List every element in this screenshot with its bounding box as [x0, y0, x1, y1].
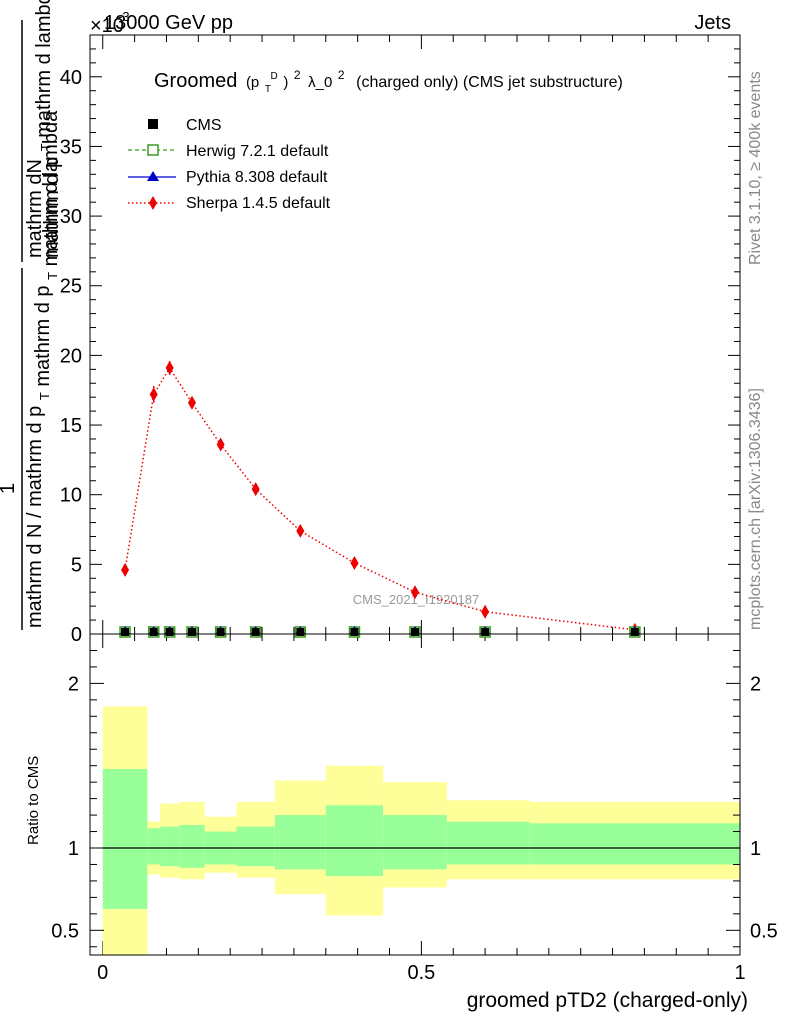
- main-y-tick-label: 25: [60, 276, 82, 298]
- cms-point: [296, 628, 305, 636]
- legend-item-cms: CMS: [148, 117, 222, 134]
- ratio-band-inner: [160, 826, 180, 867]
- ratio-y-axis-title: Ratio to CMS: [25, 756, 42, 845]
- main-y-tick-label: 5: [71, 554, 82, 576]
- cms-point: [411, 628, 419, 636]
- process-label: Jets: [694, 12, 731, 34]
- plot-title: Groomed (p T D ) 2 λ_0 2 (charged only) …: [154, 62, 623, 97]
- ylabel-denominator: mathrm d p T mathrm d lambda: [33, 0, 63, 258]
- svg-text:CMS: CMS: [186, 117, 222, 134]
- sherpa-point: [350, 555, 359, 570]
- ratio-band-inner: [446, 821, 530, 865]
- cms-point: [251, 628, 260, 636]
- main-y-axis-title: mathrm dN mathrm d p T mathrm d lambda 1…: [0, 0, 63, 630]
- sherpa-point: [216, 437, 225, 452]
- ratio-y-tick-label: 1: [68, 838, 79, 860]
- ratio-band-inner: [236, 826, 275, 867]
- ratio-y-tick-label: 2: [68, 673, 79, 695]
- cms-point: [481, 628, 490, 636]
- legend-item-sherpa: Sherpa 1.4.5 default: [128, 195, 331, 212]
- ratio-y-tick-label-right: 0.5: [750, 920, 778, 942]
- sherpa-point: [251, 482, 260, 497]
- energy-label: 13000 GeV pp: [104, 12, 233, 34]
- sherpa-point: [121, 562, 130, 577]
- main-series: [119, 360, 641, 638]
- cms-point: [149, 628, 158, 636]
- watermark: CMS_2021_I1920187: [353, 592, 480, 607]
- cms-point: [216, 628, 225, 636]
- main-y-tick-label: 40: [60, 67, 82, 89]
- x-axis-title: groomed pTD2 (charged-only): [467, 989, 748, 1012]
- ylabel-denominator-2: mathrm d N / mathrm d p T mathrm d p T m…: [24, 110, 62, 628]
- ylabel-one: 1: [0, 483, 19, 494]
- ratio-band-inner: [383, 815, 447, 870]
- x-tick-label: 0.5: [407, 962, 435, 984]
- ratio-band-inner: [325, 805, 384, 876]
- ratio-bands: [102, 706, 740, 955]
- ratio-y-tick-label-right: 1: [750, 838, 761, 860]
- sherpa-point: [149, 387, 158, 402]
- x-tick-label: 0: [97, 962, 108, 984]
- main-y-ticks: 0 5 10 15 20 25 30 35 40: [60, 34, 740, 646]
- ratio-band-inner: [179, 824, 205, 868]
- exponent-power: -3: [118, 9, 130, 24]
- ratio-ticks: 0.5 0.51 12 20 0.5 1: [51, 649, 778, 984]
- main-y-tick-label: 0: [71, 624, 82, 646]
- sherpa-point: [481, 604, 490, 619]
- rivet-label: Rivet 3.1.10, ≥ 400k events: [747, 71, 764, 265]
- ratio-y-tick-label-right: 2: [750, 673, 761, 695]
- svg-text:Herwig 7.2.1 default: Herwig 7.2.1 default: [186, 143, 329, 160]
- cms-point: [187, 628, 196, 636]
- sherpa-point: [411, 585, 419, 600]
- ratio-band-inner: [529, 823, 740, 865]
- exponent-label: ×10: [90, 15, 124, 37]
- cms-point: [165, 628, 174, 636]
- ratio-band-inner: [102, 768, 148, 909]
- ratio-band-inner: [147, 828, 161, 865]
- ratio-plot-frame: [89, 633, 741, 956]
- legend: CMS Herwig 7.2.1 default Pythia 8.308 de…: [128, 117, 331, 212]
- cms-point: [630, 628, 639, 636]
- cms-point: [350, 628, 359, 636]
- main-y-tick-label: 20: [60, 345, 82, 367]
- ratio-band-inner: [274, 815, 326, 870]
- main-y-tick-label: 15: [60, 415, 82, 437]
- mcplots-label: mcplots.cern.ch [arXiv:1306.3436]: [747, 388, 764, 630]
- svg-text:Sherpa 1.4.5 default: Sherpa 1.4.5 default: [186, 195, 331, 212]
- cms-point: [121, 628, 130, 636]
- legend-item-pythia: Pythia 8.308 default: [128, 169, 328, 186]
- sherpa-line: [124, 366, 635, 631]
- ratio-y-tick-label: 0.5: [51, 920, 79, 942]
- sherpa-point: [296, 523, 305, 538]
- ylabel-numerator: mathrm dN: [24, 159, 46, 258]
- sherpa-point: [187, 395, 196, 410]
- sherpa-point: [165, 360, 174, 375]
- svg-text:Pythia 8.308 default: Pythia 8.308 default: [186, 169, 328, 186]
- x-tick-label: 1: [734, 962, 745, 984]
- main-y-tick-label: 35: [60, 136, 82, 158]
- main-y-tick-label: 10: [60, 485, 82, 507]
- main-y-tick-label: 30: [60, 206, 82, 228]
- legend-item-herwig: Herwig 7.2.1 default: [128, 143, 329, 160]
